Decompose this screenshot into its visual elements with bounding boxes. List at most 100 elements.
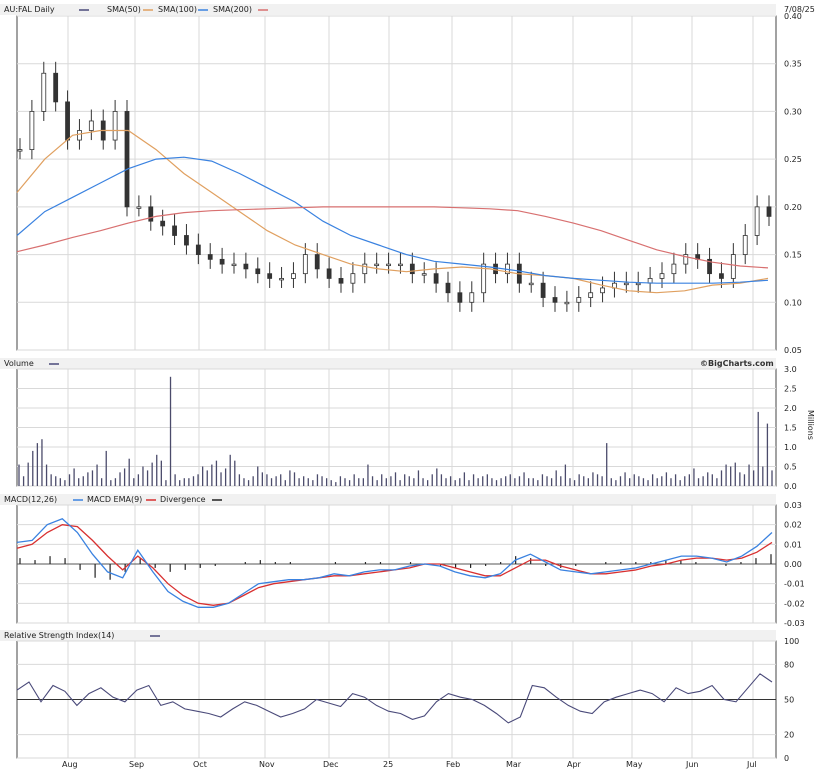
candle-body [433,273,439,284]
x-tick-label: Oct [193,760,207,769]
candle-body [77,130,82,141]
candle-body [302,254,308,275]
candle-body [457,292,463,303]
x-tick-label: Jun [685,760,699,769]
sma50-line [16,129,769,294]
candle-body [314,254,320,270]
macd-ema-label: MACD EMA(9) [87,495,142,504]
candle-body [172,225,177,236]
volume-y-tick: 0.5 [784,463,797,472]
rsi-y-tick: 50 [784,696,794,705]
macd-y-tick: 0.01 [784,540,802,549]
candle-body [683,254,689,265]
rsi-header [0,630,776,641]
candle-body [29,111,35,151]
x-tick-label: Sep [129,760,144,769]
macd-y-tick: 0.03 [784,501,802,510]
candle-body [409,263,415,275]
price-y-tick: 0.20 [784,203,802,212]
candle-body [148,206,154,222]
macd-header [0,494,776,505]
volume-y-tick: 1.5 [784,424,797,433]
x-tick-label: Nov [259,760,275,769]
candle-body [421,273,427,276]
candle-body [207,254,213,260]
candle-body [41,72,47,112]
candle-body [386,263,391,267]
rsi-label: Relative Strength Index(14) [4,631,114,640]
candle-body [184,235,189,246]
macd-y-tick: -0.02 [784,599,805,608]
candle-body [481,263,487,294]
candle-body [53,72,59,103]
macd-label: MACD(12,26) [4,495,57,504]
candle-body [469,292,475,303]
candle-body [600,287,605,294]
symbol-label: AU:FAL Daily [4,5,55,14]
candle-body [160,220,166,227]
volume-y-tick: 2.5 [784,385,797,394]
rsi-y-tick: 100 [784,637,799,646]
candle-body [326,268,332,279]
price-y-tick: 0.15 [784,251,802,260]
price-header [0,4,776,15]
x-tick-label: Mar [506,760,522,769]
candle-body [350,273,356,284]
x-tick-label: Feb [446,760,460,769]
macd-line [16,518,773,608]
volume-y-tick: 3.0 [784,365,797,374]
candle-body [338,278,344,284]
candle-body [754,206,760,236]
candle-body [540,282,546,298]
candle-body [362,263,368,275]
candle-body [528,282,534,286]
price-y-tick: 0.05 [784,346,802,355]
x-tick-label: Jul [746,760,757,769]
macd-y-tick: 0.00 [784,560,802,569]
price-y-tick: 0.10 [784,298,802,307]
candle-body [766,206,772,217]
sma50-label: SMA(50) [107,5,141,14]
candle-body [623,282,629,286]
rsi-y-tick: 0 [784,754,789,763]
candle-body [635,282,641,286]
volume-y-tick: 2.0 [784,404,797,413]
x-tick-label: 25 [383,760,393,769]
price-y-tick: 0.35 [784,60,802,69]
date-label: 7/08/25 [784,5,815,14]
volume-y-tick: 0.0 [784,482,797,491]
x-tick-label: Apr [567,760,582,769]
candle-body [564,301,570,305]
candle-body [17,149,23,152]
x-tick-label: Aug [62,760,78,769]
candle-body [219,258,225,265]
candle-body [243,263,249,270]
macd-y-tick: -0.01 [784,580,805,589]
divergence-label: Divergence [160,495,206,504]
macd-y-tick: -0.03 [784,619,805,628]
watermark: ©BigCharts.com [700,359,774,368]
volume-header [0,358,776,369]
candle-body [719,273,724,279]
candle-body [374,263,380,267]
volume-y-tick: 1.0 [784,443,797,452]
rsi-y-tick: 20 [784,731,794,740]
candle-body [588,292,594,298]
sma100-label: SMA(100) [158,5,197,14]
candle-body [88,120,94,131]
candle-body [398,263,403,267]
candle-body [552,297,558,303]
sma200-line [16,206,769,269]
candle-body [659,273,665,279]
candle-body [195,244,201,255]
volume-unit-label: Millions [806,410,815,440]
candle-body [671,263,677,275]
candle-body [136,206,142,209]
candle-body [742,235,748,255]
candle-body [445,282,451,294]
price-y-tick: 0.40 [784,12,802,21]
candle-body [493,263,498,275]
candle-body [255,268,261,275]
sma100-line [16,156,769,284]
